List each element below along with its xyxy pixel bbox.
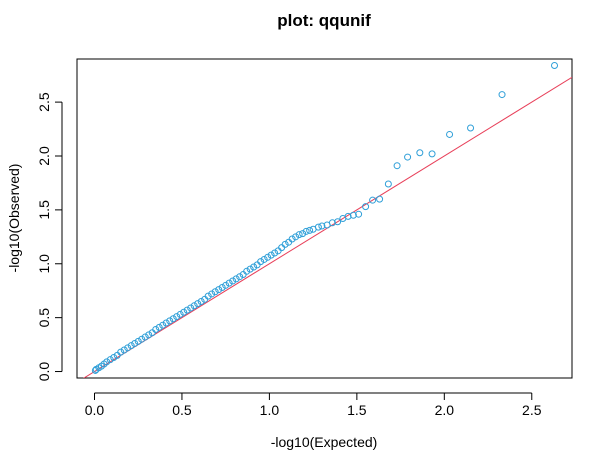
data-point (110, 354, 118, 362)
data-point (250, 263, 258, 271)
data-point (446, 130, 454, 138)
data-point (113, 351, 121, 359)
chart-title: plot: qqunif (277, 11, 371, 30)
data-point (339, 215, 347, 222)
data-point (134, 337, 142, 345)
data-point (169, 315, 177, 323)
data-point (173, 313, 181, 321)
x-tick-label: 0.5 (172, 402, 192, 418)
data-point (299, 230, 307, 238)
data-point (208, 290, 216, 298)
data-point (467, 124, 475, 132)
data-point (404, 153, 412, 161)
data-point (106, 356, 114, 364)
data-point (201, 295, 209, 303)
x-tick-label: 1.5 (347, 402, 367, 418)
reference-line (83, 76, 572, 378)
data-point (159, 321, 167, 329)
data-point (124, 344, 132, 352)
x-tick-label: 2.0 (435, 402, 455, 418)
y-axis-label: -log10(Observed) (6, 164, 22, 273)
data-point (239, 271, 247, 279)
data-point (362, 203, 370, 211)
data-point (278, 244, 286, 252)
data-point (176, 310, 184, 318)
data-point (229, 277, 237, 285)
data-point (260, 255, 268, 263)
data-point (120, 346, 128, 354)
data-point (334, 218, 342, 226)
data-point (225, 279, 233, 287)
data-point (138, 335, 146, 343)
data-point (376, 195, 384, 203)
data-point (349, 211, 357, 219)
data-point (166, 317, 174, 325)
data-point (264, 253, 272, 261)
y-tick-label: 1.0 (36, 254, 52, 274)
data-point (127, 342, 135, 350)
plot-layer: 0.0 0.5 1.0 1.5 2.0 2.5 0.0 0.5 1.0 1.5 2.0 2.5 (36, 58, 573, 418)
data-point (384, 180, 392, 188)
data-point (267, 251, 275, 259)
data-point (162, 319, 170, 327)
y-tick-label: 2.5 (36, 92, 52, 112)
y-tick-label: 0.5 (36, 308, 52, 328)
data-point (91, 366, 99, 374)
x-tick-label: 0.0 (85, 402, 105, 418)
plot-frame (76, 58, 573, 379)
data-point (309, 225, 317, 233)
data-point (551, 61, 559, 69)
data-point (148, 329, 156, 337)
data-point (183, 306, 191, 314)
data-point (187, 304, 195, 312)
data-point (197, 297, 205, 305)
data-point (236, 273, 244, 281)
data-point (211, 288, 219, 296)
data-point (180, 308, 188, 316)
data-point (302, 227, 310, 235)
data-point (253, 261, 261, 269)
data-point (190, 302, 198, 310)
data-point (274, 247, 282, 255)
x-tick-label: 1.0 (260, 402, 280, 418)
data-point (306, 226, 314, 234)
data-point (232, 275, 240, 283)
data-point (416, 149, 424, 157)
x-tick-label: 2.5 (522, 402, 542, 418)
data-point (318, 222, 326, 230)
x-axis-label: -log10(Expected) (271, 434, 378, 450)
data-point (323, 221, 331, 229)
data-point (92, 365, 100, 373)
data-point (215, 286, 223, 294)
data-point (369, 196, 377, 204)
data-point (285, 238, 293, 246)
data-point (292, 233, 300, 241)
data-point (355, 210, 363, 218)
data-point (145, 331, 153, 339)
data-point (498, 91, 506, 99)
data-point (194, 300, 202, 308)
data-point (141, 333, 149, 341)
data-point (295, 231, 303, 239)
data-point (155, 323, 163, 331)
data-point (271, 249, 279, 257)
data-point (131, 340, 139, 348)
data-point (222, 281, 230, 289)
y-tick-label: 1.5 (36, 200, 52, 220)
data-point (393, 162, 401, 170)
data-point (218, 283, 226, 291)
y-tick-label: 2.0 (36, 146, 52, 166)
data-point (246, 265, 254, 273)
data-point (428, 150, 436, 158)
y-tick-label: 0.0 (36, 362, 52, 382)
